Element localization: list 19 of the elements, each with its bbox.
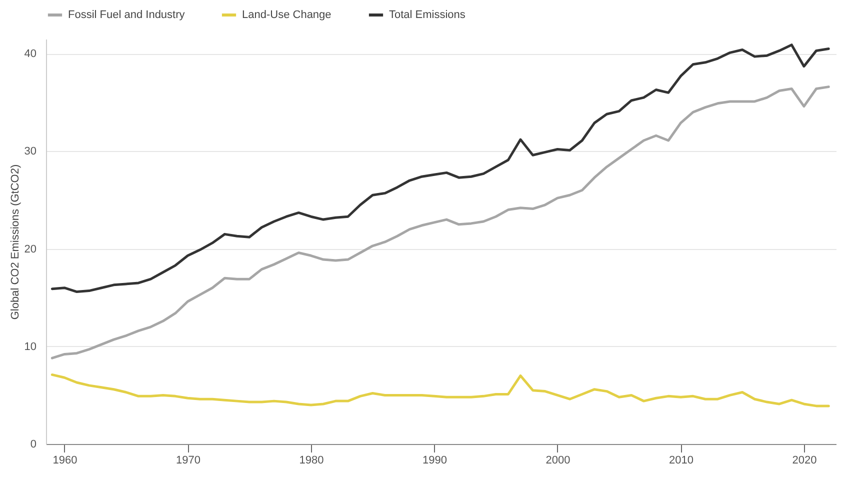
x-tick-label: 1990 <box>422 454 447 466</box>
x-tick-label: 2020 <box>792 454 817 466</box>
x-tick-label: 2000 <box>546 454 570 466</box>
y-tick-label: 20 <box>24 243 36 256</box>
line-series <box>50 86 830 360</box>
line-series <box>50 44 830 294</box>
y-tick-label: 30 <box>24 146 36 158</box>
x-tick-label: 1980 <box>299 454 324 466</box>
legend-label: Fossil Fuel and Industry <box>68 9 186 21</box>
x-tick-label: 1970 <box>176 454 200 466</box>
line-series <box>50 373 830 408</box>
y-tick-label: 10 <box>24 340 36 353</box>
x-tick-label: 2010 <box>668 454 694 466</box>
legend-label: Total Emissions <box>389 9 466 21</box>
legend-label: Land-Use Change <box>242 9 332 21</box>
y-axis-title: Global CO2 Emissions (GtCO2) <box>9 164 22 320</box>
y-tick-label: 40 <box>24 48 36 60</box>
y-tick-label: 0 <box>30 438 36 450</box>
x-tick-label: 1960 <box>52 454 78 466</box>
